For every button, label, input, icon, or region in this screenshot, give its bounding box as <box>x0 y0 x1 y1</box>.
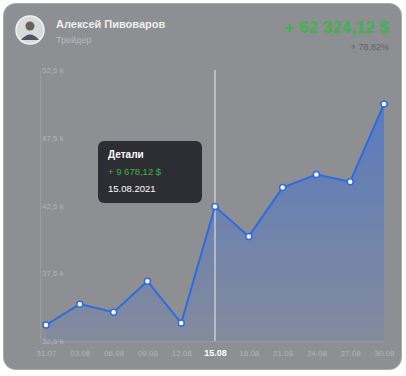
y-tick-label: 37,5 k <box>42 269 65 278</box>
y-axis-line <box>40 71 41 342</box>
line <box>46 104 384 325</box>
x-tick: 12.08 <box>172 341 193 358</box>
point[interactable] <box>178 320 184 326</box>
x-tick-label: 03.08 <box>70 349 91 358</box>
tooltip-text: Детали <box>108 149 144 160</box>
x-axis: 31.07 03.08 06.08 09.08 12.08 15.08 18.08 21.08… <box>36 341 395 358</box>
subtitle: Трейдер <box>56 35 91 45</box>
x-tick-label: 21.08 <box>273 349 294 358</box>
point[interactable] <box>212 203 218 209</box>
point[interactable] <box>111 309 117 315</box>
x-tick: 09.08 <box>138 341 159 358</box>
point[interactable] <box>77 301 83 307</box>
y-axis: 32,5 k37,5 k42,5 k47,5 k52,5 k <box>40 66 65 346</box>
point[interactable] <box>280 185 286 191</box>
avatar <box>16 16 44 44</box>
total-change: + 78,82% <box>351 42 389 52</box>
plot-area <box>43 70 387 341</box>
y-tick-label: 42,5 k <box>42 202 65 211</box>
title: Алексей Пивоваров <box>56 18 165 30</box>
y-tick-label: 47,5 k <box>42 134 65 143</box>
x-tick: 06.08 <box>104 341 125 358</box>
card <box>4 4 402 370</box>
avatar-head <box>26 22 35 31</box>
x-tick-label: 18.08 <box>239 349 260 358</box>
chart-card-svg: Алексей Пивоваров Трейдер + 62 324,12 $ + 7… <box>0 0 406 376</box>
x-tick: 24.08 <box>307 341 328 358</box>
x-tick: 03.08 <box>70 341 91 358</box>
point[interactable] <box>144 278 150 284</box>
x-tick: 15.08 <box>204 341 227 358</box>
x-tick-label: 09.08 <box>138 349 159 358</box>
tooltip-box <box>98 141 202 203</box>
x-tick-label: 30.08 <box>374 349 395 358</box>
x-tick: 18.08 <box>239 341 260 358</box>
y-tick: 37,5 k <box>40 269 65 278</box>
point[interactable] <box>246 233 252 239</box>
tooltip-text: 15.08.2021 <box>108 183 156 194</box>
x-tick: 27.08 <box>341 341 362 358</box>
avatar-body <box>21 35 39 41</box>
y-tick: 52,5 k <box>40 66 65 75</box>
x-tick: 30.08 <box>374 341 395 358</box>
x-axis-line <box>47 341 385 342</box>
point[interactable] <box>381 101 387 107</box>
tooltip: Детали + 9 678,12 $ 15.08.2021 <box>98 141 202 203</box>
point[interactable] <box>43 322 49 328</box>
x-tick-label: 12.08 <box>172 349 193 358</box>
x-tick-label: 27.08 <box>341 349 362 358</box>
x-tick: 21.08 <box>273 341 294 358</box>
point[interactable] <box>347 179 353 185</box>
y-tick-label: 52,5 k <box>42 66 65 75</box>
x-tick-label: 24.08 <box>307 349 328 358</box>
tooltip-text: + 9 678,12 $ <box>108 166 162 177</box>
x-tick-label: 31.07 <box>36 349 57 358</box>
total-value: + 62 324,12 $ <box>285 18 390 37</box>
y-tick: 42,5 k <box>40 202 65 211</box>
x-tick-label: 06.08 <box>104 349 125 358</box>
x-tick-label: 15.08 <box>204 348 227 358</box>
avatar-circle <box>16 16 44 44</box>
point[interactable] <box>313 172 319 178</box>
x-tick: 31.07 <box>36 341 57 358</box>
y-tick: 47,5 k <box>40 134 65 143</box>
